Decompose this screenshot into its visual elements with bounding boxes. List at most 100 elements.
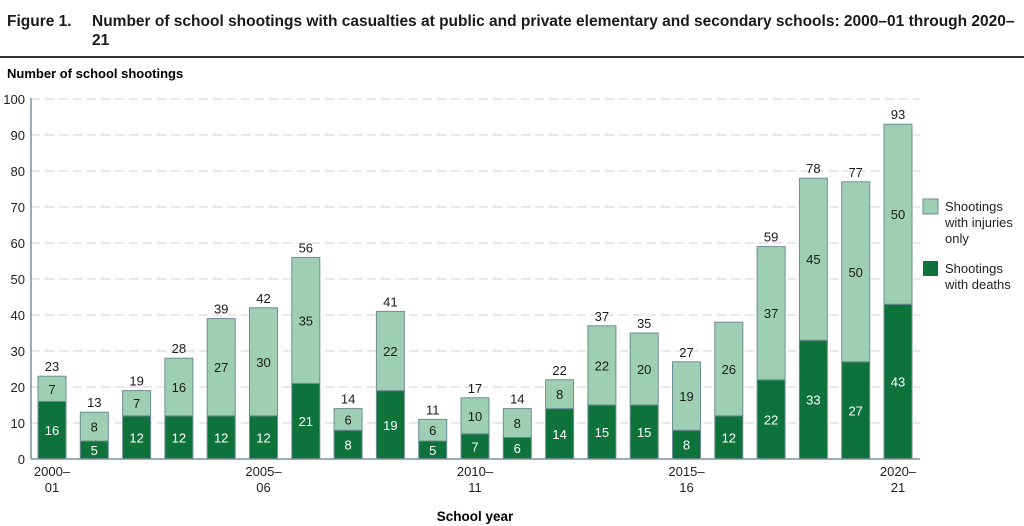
bar-injuries: [798, 177, 828, 341]
data-label-injuries: 10: [468, 409, 482, 424]
data-label-deaths: 27: [848, 403, 862, 418]
y-tick-label: 40: [11, 308, 25, 323]
x-tick-label: 11: [468, 480, 482, 495]
data-label-total: 41: [383, 294, 397, 309]
bar-injuries: [375, 310, 405, 392]
data-label-total: 56: [299, 240, 313, 255]
data-label-deaths: 5: [429, 443, 436, 458]
bar-group: 8 19 27: [672, 345, 701, 460]
bar-group: 12 26: [714, 321, 744, 460]
data-label-injuries: 22: [595, 358, 609, 373]
bar-group: 5 6 11: [418, 402, 448, 460]
bar-injuries: [587, 325, 617, 406]
data-label-total: 28: [172, 341, 186, 356]
data-label-injuries: 16: [172, 380, 186, 395]
data-label-total: 93: [891, 107, 905, 122]
y-tick-label: 70: [11, 200, 25, 215]
bar-injuries: [333, 408, 363, 431]
data-label-injuries: 26: [722, 362, 736, 377]
data-label-total: 22: [552, 363, 566, 378]
x-tick-label: 2015–: [668, 464, 705, 479]
bar-deaths: [672, 429, 701, 460]
data-label-injuries: 22: [383, 344, 397, 359]
x-tick-label: 01: [45, 480, 59, 495]
bar-injuries: [122, 390, 152, 417]
bar-injuries: [460, 397, 490, 435]
x-tick-label: 06: [256, 480, 270, 495]
x-tick-label: 2000–: [34, 464, 71, 479]
x-tick-label: 2005–: [245, 464, 282, 479]
bar-injuries: [714, 321, 744, 417]
y-tick-label: 50: [11, 272, 25, 287]
data-label-total: 78: [806, 161, 820, 176]
bar-deaths: [629, 404, 659, 460]
legend-label: only: [945, 231, 969, 246]
data-label-injuries: 6: [344, 412, 351, 427]
data-label-total: 37: [595, 309, 609, 324]
bar-injuries: [206, 318, 236, 417]
data-label-deaths: 15: [595, 425, 609, 440]
bar-deaths: [756, 379, 786, 460]
data-label-total: 13: [87, 395, 101, 410]
bar-group: 43 50 93: [883, 107, 913, 460]
x-tick-label: 16: [679, 480, 693, 495]
bar-injuries: [883, 123, 913, 305]
data-label-total: 17: [468, 381, 482, 396]
bar-deaths: [291, 382, 321, 460]
data-label-injuries: 50: [891, 207, 905, 222]
legend-label: Shootings: [945, 199, 1003, 214]
y-tick-label: 10: [11, 416, 25, 431]
data-label-injuries: 20: [637, 362, 651, 377]
data-label-deaths: 5: [91, 443, 98, 458]
data-label-deaths: 12: [172, 430, 186, 445]
data-label-total: 23: [45, 359, 59, 374]
data-label-deaths: 19: [383, 418, 397, 433]
data-label-total: 39: [214, 302, 228, 317]
y-tick-label: 20: [11, 380, 25, 395]
data-label-injuries: 8: [91, 420, 98, 435]
x-axis-title: School year: [437, 509, 514, 524]
legend-label: with deaths: [944, 277, 1011, 292]
bar-group: 27 50 77: [841, 165, 871, 460]
y-tick-label: 90: [11, 128, 25, 143]
data-label-injuries: 8: [514, 416, 521, 431]
bar-group: 6 8 14: [502, 392, 532, 460]
data-label-deaths: 12: [214, 430, 228, 445]
data-label-deaths: 12: [129, 430, 143, 445]
bar-group: 8 6 14: [333, 392, 363, 460]
legend-swatch-injuries: [922, 198, 939, 215]
data-label-injuries: 35: [299, 313, 313, 328]
x-tick-label: 2010–: [457, 464, 494, 479]
bar-injuries: [756, 246, 786, 381]
data-label-total: 14: [510, 392, 524, 407]
bar-group: 12 27 39: [206, 302, 236, 460]
data-label-total: 11: [426, 402, 440, 417]
bar-group: 12 30 42: [249, 291, 278, 460]
figure-number: Figure 1.: [7, 13, 72, 30]
data-label-deaths: 6: [514, 441, 521, 456]
bar-injuries: [291, 256, 321, 384]
data-label-total: 19: [129, 374, 143, 389]
bar-injuries: [249, 307, 278, 417]
y-tick-label: 30: [11, 344, 25, 359]
data-label-total: 27: [679, 345, 693, 360]
data-label-injuries: 50: [848, 265, 862, 280]
bar-group: 12 16 28: [164, 341, 194, 460]
data-label-injuries: 45: [806, 252, 820, 267]
bar-injuries: [841, 181, 871, 363]
bar-group: 22 37 59: [756, 230, 786, 460]
data-label-deaths: 15: [637, 425, 651, 440]
y-tick-label: 60: [11, 236, 25, 251]
data-label-deaths: 14: [552, 427, 566, 442]
bar-injuries: [37, 375, 67, 402]
data-label-injuries: 6: [429, 423, 436, 438]
y-tick-label: 80: [11, 164, 25, 179]
data-label-deaths: 12: [256, 430, 270, 445]
bar-deaths: [375, 390, 405, 460]
data-label-deaths: 8: [683, 438, 690, 453]
bar-group: 16 7 23: [37, 359, 67, 460]
legend-label: with injuries: [944, 215, 1013, 230]
